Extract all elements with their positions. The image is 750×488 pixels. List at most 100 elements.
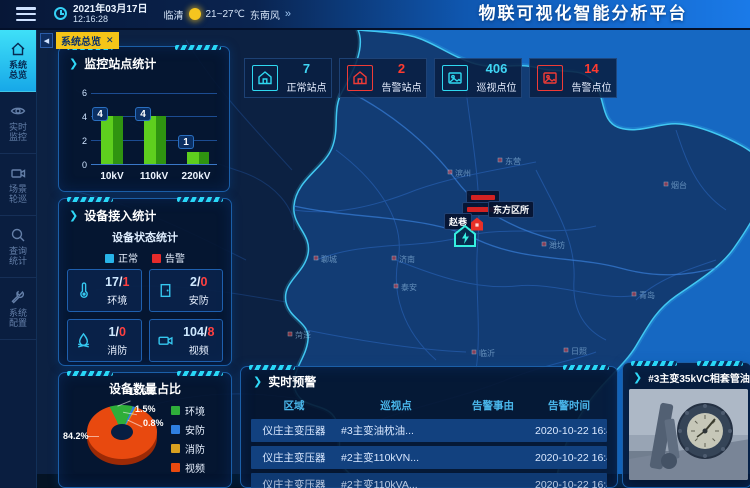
panel-title: 实时预警 — [268, 375, 317, 389]
y-tick: 2 — [81, 136, 87, 146]
svg-text:滨州: 滨州 — [455, 168, 471, 178]
legend-swatch — [171, 425, 180, 434]
sidebar-item-label: 系统总览 — [8, 59, 27, 80]
sidebar-item-label: 查询统计 — [8, 245, 27, 266]
station-house-marker[interactable] — [452, 223, 478, 254]
sidebar-item-query[interactable]: 查询统计 — [0, 216, 36, 278]
bar-220kv[interactable]: 1 — [178, 135, 209, 164]
pie-label-env: 13.5% — [129, 387, 155, 397]
device-card-label: 视频 — [188, 345, 209, 357]
stat-value: 7 — [302, 60, 311, 76]
x-label: 110kV — [139, 171, 169, 182]
devices-subtitle: 设备状态统计 — [112, 232, 178, 244]
stations-panel: ❯ 监控站点统计 6 4 2 0 4 4 1 10kV 110kV 220kV — [58, 45, 230, 192]
close-icon[interactable]: ✕ — [106, 35, 114, 45]
table-row[interactable]: 仪庄主变压器 #2主变110kVA... 2020-10-22 16:45:38 — [251, 473, 607, 488]
sidebar-item-label: 实时监控 — [8, 121, 27, 142]
sidebar-item-overview[interactable]: 系统总览 — [0, 30, 36, 92]
legend-item: 视频 — [171, 460, 205, 475]
alarm-house-marker[interactable] — [470, 216, 484, 237]
legend-item: 环境 — [171, 403, 205, 418]
station-icon — [252, 65, 278, 91]
search-icon — [11, 228, 25, 242]
stat-label: 告警站点 — [381, 83, 422, 94]
alarm-chip-text — [471, 195, 495, 200]
x-label: 220kV — [181, 171, 211, 182]
gauge-image — [629, 389, 748, 480]
pie-panel: 设备数量占比 13.5% 1.5% 0.8% 84.2% 环境 安防 消防 视频 — [58, 371, 232, 488]
device-card-label: 安防 — [188, 295, 209, 307]
weather-more-icon[interactable]: » — [284, 8, 291, 20]
x-label: 10kV — [100, 171, 124, 182]
eye-icon — [10, 107, 26, 114]
pie-label-fire: 0.8% — [143, 418, 164, 428]
stat-label: 巡视点位 — [476, 83, 517, 94]
sidebar-item-config[interactable]: 系统配置 — [0, 278, 36, 340]
video-icon — [157, 336, 173, 345]
station-label-chip[interactable]: 东方区所 — [488, 201, 535, 218]
breadcrumb: ◀ 系统总览 ✕ — [40, 32, 119, 49]
station-icon — [347, 65, 373, 91]
weather-temp: 21~27℃ — [205, 8, 245, 20]
panel-arrow-icon: ❯ — [69, 210, 79, 222]
left-sidebar: 系统总览 实时监控 场景轮巡 查询统计 系统配置 — [0, 30, 36, 488]
col-header: 区域 — [283, 399, 305, 412]
col-header: 告警时间 — [548, 399, 590, 412]
panel-arrow-icon: ❯ — [69, 58, 79, 70]
svg-text:菏泽: 菏泽 — [295, 330, 311, 340]
breadcrumb-back-button[interactable]: ◀ — [40, 33, 53, 48]
weather-widget: 临清 21~27℃ 东南风 » — [164, 7, 291, 22]
svg-text:济南: 济南 — [399, 254, 415, 264]
alarm-chip-text — [467, 207, 497, 212]
wrench-icon — [11, 290, 25, 304]
page-title: 物联可视化智能分析平台 — [478, 4, 688, 23]
breadcrumb-tab[interactable]: 系统总览 ✕ — [56, 32, 119, 49]
stat-patrol-points[interactable]: 406 巡视点位 — [434, 58, 522, 98]
stat-label: 告警点位 — [571, 83, 612, 94]
device-ratio-pie[interactable] — [87, 401, 157, 467]
svg-text:东营: 东营 — [505, 156, 521, 166]
sidebar-item-monitor[interactable]: 实时监控 — [0, 92, 36, 154]
stat-value: 406 — [485, 60, 508, 76]
panel-arrow-icon: ❯ — [633, 372, 643, 384]
col-header: 告警事由 — [472, 399, 514, 412]
weather-wind: 东南风 — [249, 10, 280, 22]
bar-value: 1 — [178, 135, 194, 149]
svg-text:青岛: 青岛 — [639, 290, 655, 300]
header-time: 12:16:28 — [73, 13, 109, 24]
svg-text:临沂: 临沂 — [479, 348, 495, 358]
camera-panel[interactable]: ❯ #3主变35kVC相套管油位 — [622, 361, 750, 488]
table-row[interactable]: 仪庄主变压器 #3主变油枕油... 2020-10-22 16:46:27 — [251, 419, 607, 442]
device-card-security[interactable]: 2/0 安防 — [148, 269, 223, 312]
stat-normal-stations[interactable]: 7 正常站点 — [244, 58, 332, 98]
header-date: 2021年03月17日 — [73, 3, 148, 15]
pie-legend: 环境 安防 消防 视频 — [171, 403, 205, 475]
device-card-env[interactable]: 17/1 环境 — [67, 269, 142, 312]
table-row[interactable]: 仪庄主变压器 #2主变110kVN... 2020-10-22 16:45:47 — [251, 446, 607, 469]
road-network — [293, 89, 727, 431]
device-card-video[interactable]: 104/8 视频 — [148, 319, 223, 362]
bar-10kv[interactable]: 4 — [92, 107, 123, 164]
sidebar-item-patrol[interactable]: 场景轮巡 — [0, 154, 36, 216]
home-icon — [11, 42, 25, 55]
col-header: 巡视点 — [380, 399, 412, 412]
camera-title: #3主变35kVC相套管油位 — [648, 374, 750, 385]
svg-text:日照: 日照 — [571, 347, 587, 356]
device-card-fire[interactable]: 1/0 消防 — [67, 319, 142, 362]
sidebar-item-label: 场景轮巡 — [8, 183, 27, 204]
svg-text:潍坊: 潍坊 — [549, 240, 565, 250]
menu-icon[interactable] — [16, 7, 36, 21]
svg-text:泰安: 泰安 — [401, 282, 417, 292]
stat-alarm-stations[interactable]: 2 告警站点 — [339, 58, 427, 98]
door-icon — [160, 283, 170, 298]
devices-panel: ❯ 设备接入统计 设备状态统计 正常 告警 17/1 环境 2/0 安防 1/0 消防 … — [58, 197, 232, 366]
svg-text:聊城: 聊城 — [321, 255, 337, 264]
legend-alarm: 告警 — [152, 250, 185, 265]
sidebar-item-label: 系统配置 — [8, 307, 27, 328]
legend-swatch — [171, 444, 180, 453]
photo-icon — [442, 65, 468, 91]
stat-value: 2 — [397, 60, 406, 76]
stat-alarm-points[interactable]: 14 告警点位 — [529, 58, 617, 98]
bar-110kv[interactable]: 4 — [135, 107, 166, 164]
camera-snapshot[interactable] — [629, 389, 748, 480]
